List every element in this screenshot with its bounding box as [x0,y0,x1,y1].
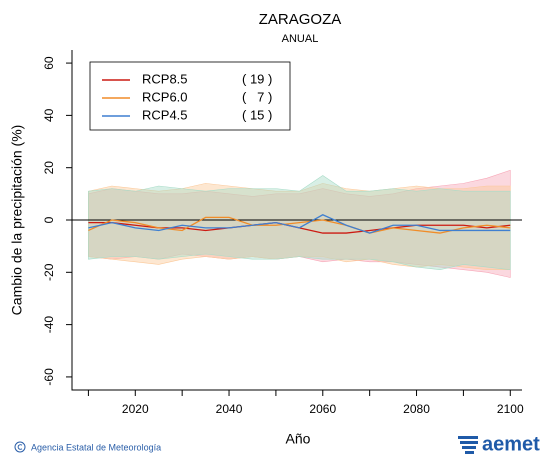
x-tick-label: 2100 [497,402,524,416]
y-tick-label: -60 [42,368,56,386]
chart-title: ZARAGOZA [259,11,342,28]
legend-label: RCP6.0 [142,89,188,104]
credit: Agencia Estatal de Meteorología [31,442,161,452]
legend-count: ( 15 ) [242,107,272,122]
chart-subtitle: ANUAL [282,33,319,45]
y-axis-label: Cambio de la precipitación (%) [9,125,25,316]
x-tick-label: 2020 [122,402,149,416]
y-tick-label: -20 [42,263,56,281]
credit-icon [14,441,26,453]
y-tick-label: 60 [42,56,56,70]
x-tick-label: 2080 [403,402,430,416]
y-tick-label: 20 [42,161,56,175]
y-tick-label: 40 [42,108,56,122]
logo: aemet [482,433,540,455]
x-tick-label: 2040 [216,402,243,416]
legend-count: ( 19 ) [242,71,272,86]
logo-icon [458,436,478,454]
legend-box [89,61,291,131]
y-tick-label: -40 [42,316,56,334]
x-axis-label: Año [286,431,311,447]
axes-frame [71,50,522,391]
legend-label: RCP4.5 [142,107,188,122]
x-tick-label: 2060 [309,402,336,416]
legend-count: ( 7 ) [242,89,272,104]
y-tick-label: 0 [42,216,56,223]
legend-label: RCP8.5 [142,71,188,86]
series-line [88,216,511,234]
series-line [88,214,511,234]
